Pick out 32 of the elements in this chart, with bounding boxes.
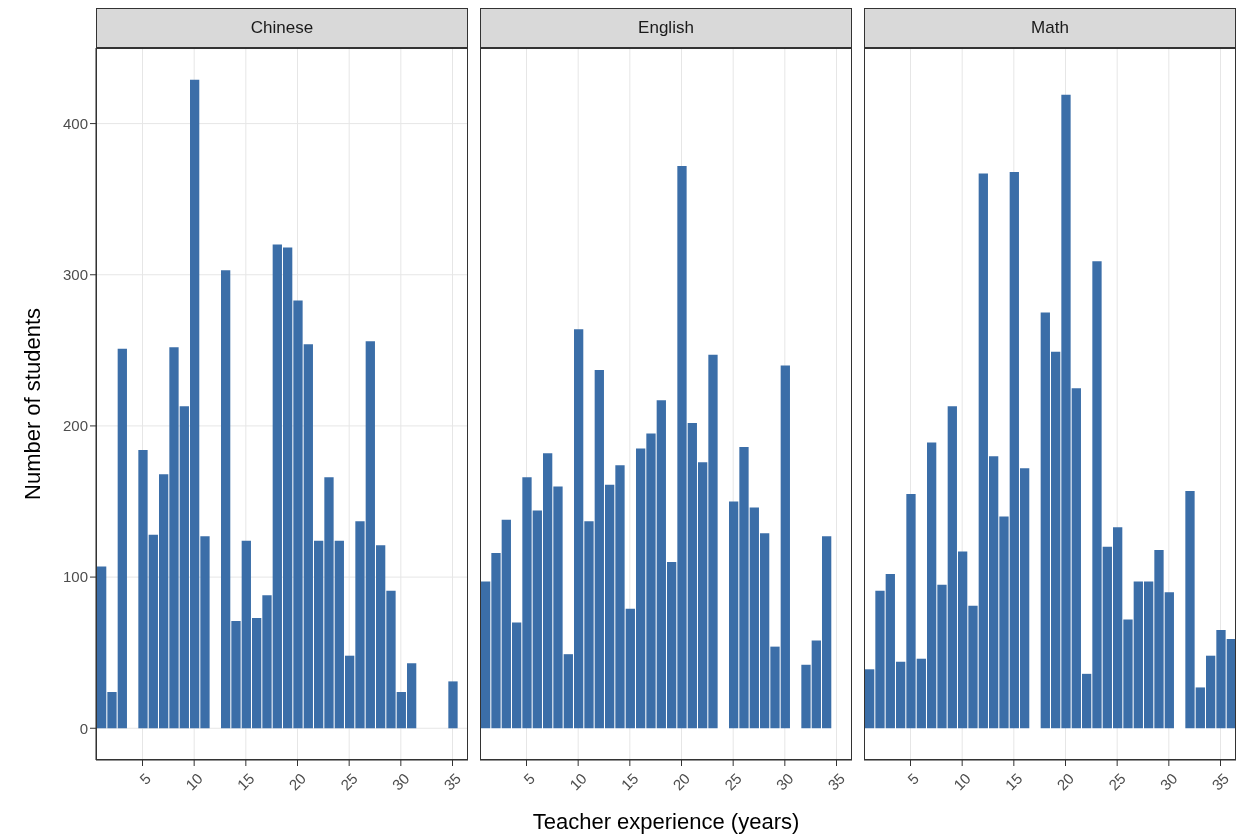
y-axis-title: Number of students — [20, 308, 46, 500]
x-axis-title: Teacher experience (years) — [532, 809, 800, 835]
chart-title: Math — [864, 8, 1236, 48]
x-tick-label: 25 — [1105, 769, 1129, 794]
x-tick-label: 20 — [1053, 769, 1078, 794]
chart-title: Chinese — [96, 8, 468, 48]
x-tick-label: 5 — [520, 769, 539, 788]
y-tick-label: 300 — [62, 266, 88, 284]
x-tick-label: 35 — [440, 769, 465, 794]
x-tick-label: 30 — [1156, 769, 1181, 794]
y-tick-label: 0 — [79, 719, 88, 737]
x-tick-label: 35 — [1208, 769, 1233, 794]
x-tick-label: 30 — [772, 769, 797, 794]
x-tick-label: 10 — [950, 769, 974, 794]
y-tick-label: 200 — [62, 417, 88, 435]
x-tick-label: 5 — [136, 769, 155, 788]
bar — [448, 681, 458, 729]
x-tick-label: 10 — [566, 769, 590, 794]
x-tick-label: 20 — [285, 769, 310, 794]
y-tick-label: 100 — [62, 568, 88, 586]
x-tick-label: 30 — [388, 769, 413, 794]
y-tick-label: 400 — [62, 114, 88, 132]
x-tick-label: 10 — [182, 769, 206, 794]
x-tick-label: 15 — [617, 769, 642, 794]
x-tick-label: 5 — [904, 769, 923, 788]
x-tick-label: 35 — [824, 769, 849, 794]
x-tick-label: 15 — [233, 769, 258, 794]
x-tick-label: 25 — [721, 769, 745, 794]
x-tick-label: 15 — [1001, 769, 1026, 794]
x-tick-label: 25 — [337, 769, 361, 794]
x-tick-label: 20 — [669, 769, 694, 794]
chart-title: English — [480, 8, 852, 48]
